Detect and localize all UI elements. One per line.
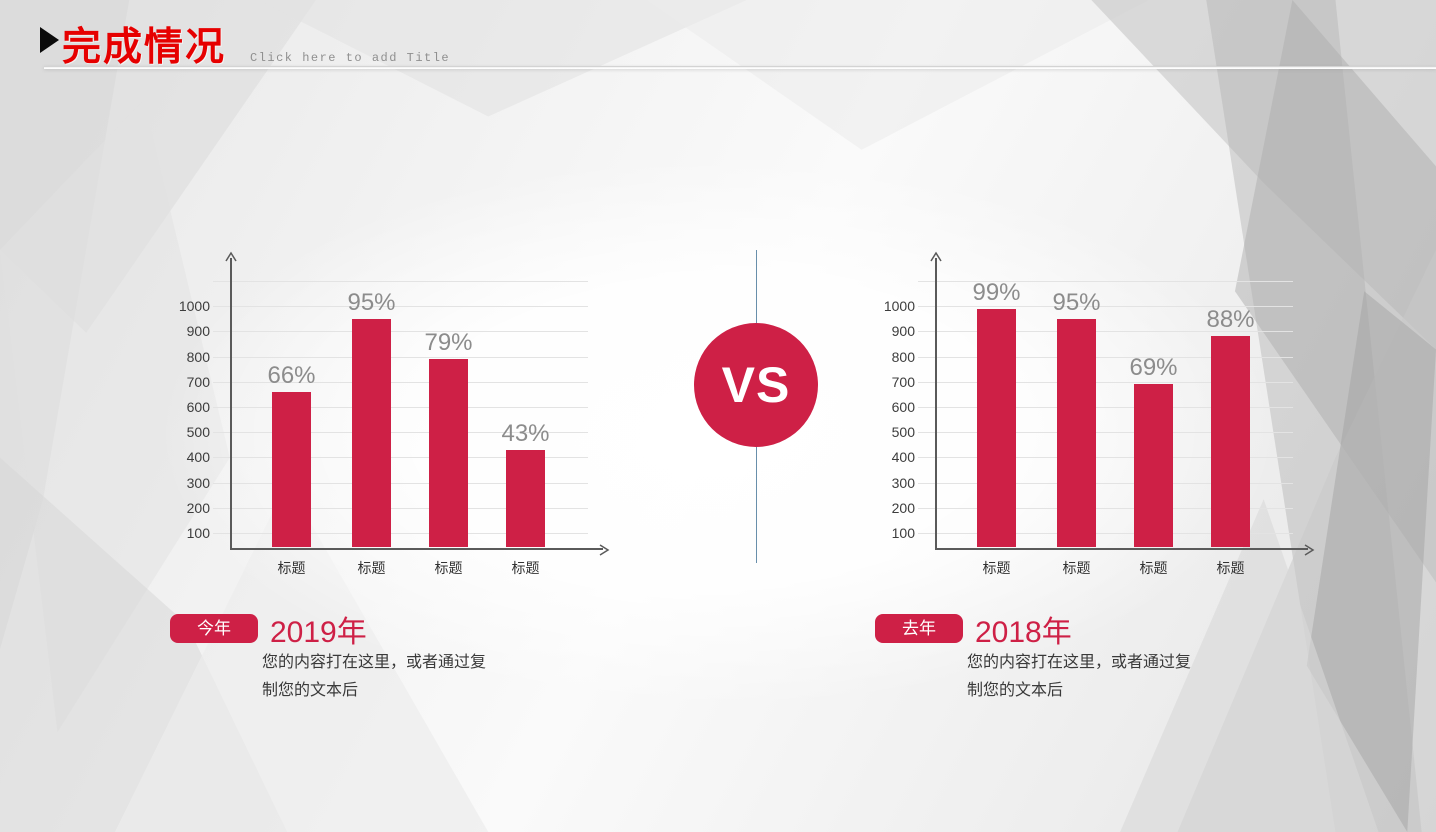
y-axis-tick-label: 1000 [178,298,210,315]
chart-bar [272,391,311,547]
y-axis-arrow-icon [929,250,943,268]
page-title: 完成情况 [62,24,227,70]
year-title: 2019年 [270,616,367,649]
bar-value-label: 66% [267,361,316,389]
caption-text: 您的内容打在这里，或者通过复制您的文本后 [262,654,487,699]
header-divider [44,66,1436,69]
y-axis-tick-label: 600 [186,399,210,415]
chart-gridline [918,533,1293,534]
title-placeholder-hint: Click here to add Title [250,51,451,65]
chart-gridline [918,432,1293,434]
chart-gridline [213,381,588,383]
x-axis-line [230,548,603,550]
bar-chart-2018: 100 200 300 400 500 600 700 800 900 1000 99% 标题 95% 标… [873,250,1325,600]
bar-chart-2019: 100 200 300 400 500 600 700 800 900 1000 66% 标题 95% 标… [168,250,620,600]
y-axis-tick-label: 400 [186,449,210,466]
chart-gridline [213,306,588,308]
year-title: 2018年 [975,616,1072,649]
y-axis-tick-label: 400 [891,449,915,466]
category-label: 标题 [277,560,306,576]
y-axis-tick-label: 800 [186,348,210,365]
bar-value-label: 95% [347,288,396,316]
chart-gridline [918,331,1293,333]
category-label: 标题 [1139,560,1168,576]
y-axis-tick-label: 900 [186,323,210,340]
chart-gridline [918,507,1293,509]
chart-gridline [213,482,588,484]
chart-gridline [918,457,1293,459]
vs-label: VS [721,357,791,413]
bar-value-label: 79% [424,329,473,357]
chart-gridline [918,281,1293,282]
y-axis-line [230,258,232,550]
y-axis-tick-label: 800 [891,348,915,365]
title-arrow-icon [40,27,59,53]
year-badge: 今年 [170,614,258,643]
chart-bar [429,359,468,547]
category-label: 标题 [511,560,540,576]
caption-2018: 去年 2018年 您的内容打在这里，或者通过复制您的文本后 [875,607,1335,737]
y-axis-tick-label: 300 [891,474,915,491]
category-label: 标题 [1062,560,1091,576]
y-axis-tick-label: 200 [891,499,915,516]
vs-badge: VS [694,323,818,447]
chart-bar [506,449,545,547]
caption-2019: 今年 2019年 您的内容打在这里，或者通过复制您的文本后 [170,607,630,737]
chart-bar [1057,318,1096,547]
year-badge: 去年 [875,614,963,643]
chart-gridline [918,381,1293,383]
y-axis-tick-label: 500 [186,424,210,441]
chart-gridline [213,533,588,534]
chart-gridline [918,356,1293,358]
y-axis-tick-label: 500 [891,424,915,441]
chart-gridline [213,507,588,509]
y-axis-tick-label: 200 [186,499,210,516]
chart-bar [977,308,1016,547]
chart-gridline [213,457,588,459]
y-axis-tick-label: 100 [891,525,915,541]
y-axis-tick-label: 600 [891,399,915,415]
chart-bar [1211,336,1250,547]
bar-value-label: 95% [1052,288,1101,316]
category-label: 标题 [1216,560,1245,576]
chart-gridline [918,306,1293,308]
y-axis-tick-label: 700 [891,373,915,390]
x-axis-arrow-icon [1303,543,1315,562]
chart-gridline [213,331,588,333]
category-label: 标题 [434,560,463,576]
chart-bar [1134,384,1173,547]
y-axis-tick-label: 700 [186,373,210,390]
y-axis-tick-label: 1000 [883,298,915,315]
chart-gridline [213,281,588,282]
bar-value-label: 99% [972,278,1021,306]
category-label: 标题 [982,560,1011,576]
y-axis-tick-label: 300 [186,474,210,491]
chart-gridline [213,432,588,434]
category-label: 标题 [357,560,386,576]
chart-gridline [918,407,1293,408]
chart-gridline [213,356,588,358]
x-axis-line [935,548,1308,550]
chart-gridline [213,407,588,408]
caption-text: 您的内容打在这里，或者通过复制您的文本后 [967,654,1192,699]
bar-value-label: 43% [501,419,550,447]
chart-bar [352,318,391,547]
y-axis-tick-label: 100 [186,525,210,541]
chart-gridline [918,482,1293,484]
bar-value-label: 69% [1129,354,1178,382]
bar-value-label: 88% [1206,306,1255,334]
x-axis-arrow-icon [598,543,610,562]
y-axis-tick-label: 900 [891,323,915,340]
y-axis-arrow-icon [224,250,238,268]
y-axis-line [935,258,937,550]
